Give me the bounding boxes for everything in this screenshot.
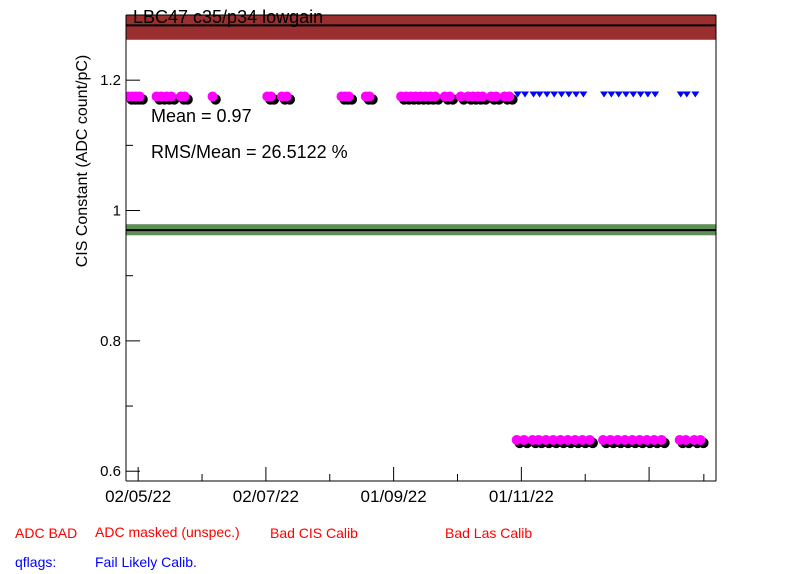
marker-1-3 [535,91,544,98]
mean-text: Mean = 0.97 [151,106,252,126]
point-0-48 [577,434,588,445]
point-0-52 [612,434,623,445]
y-tick-label-3: 1.2 [100,72,121,89]
point-0-40 [519,434,530,445]
marker-1-9 [579,91,588,98]
y-axis-label: CIS Constant (ADC count/pC) [74,55,91,268]
point-0-49 [584,434,595,445]
marker-1-18 [676,91,685,98]
marker-1-4 [542,91,551,98]
point-0-42 [533,434,544,445]
marker-1-7 [564,91,573,98]
y-tick-label-2: 1 [113,203,121,220]
marker-1-12 [614,91,623,98]
marker-1-2 [529,91,538,98]
point-0-3 [134,91,145,102]
y-tick-label-1: 0.8 [100,333,121,350]
point-0-45 [555,434,566,445]
y-tick-label-0: 0.6 [100,463,121,480]
point-0-55 [634,434,645,445]
point-0-44 [548,434,559,445]
marker-1-19 [682,91,691,98]
point-0-12 [265,91,276,102]
point-0-17 [343,91,354,102]
point-0-50 [598,434,609,445]
plot-area [126,15,716,449]
legend-adc-masked: ADC masked (unspec.) [95,524,240,540]
marker-1-5 [550,91,559,98]
marker-1-0 [513,91,522,98]
point-0-7 [166,91,177,102]
point-0-10 [207,91,218,102]
marker-1-10 [600,91,609,98]
point-0-30 [455,91,466,102]
marker-1-20 [691,91,700,98]
marker-1-16 [643,91,652,98]
legend-fail-likely-calib: Fail Likely Calib. [95,554,197,570]
marker-1-1 [521,91,530,98]
rms-mean-text: RMS/Mean = 26.5122 % [151,142,348,162]
point-0-9 [179,91,190,102]
marker-1-13 [621,91,630,98]
point-0-39 [511,434,522,445]
x-tick-label-1: 02/07/22 [233,487,299,506]
legend-bad-cis-calib: Bad CIS Calib [270,525,358,541]
point-0-19 [364,91,375,102]
point-0-47 [570,434,581,445]
x-tick-label-3: 01/11/22 [489,487,554,506]
point-0-38 [504,91,515,102]
point-0-53 [619,434,630,445]
point-0-43 [540,434,551,445]
marker-1-8 [572,91,581,98]
point-0-57 [649,434,660,445]
marker-1-14 [629,91,638,98]
point-0-58 [656,434,667,445]
upper-band [126,15,716,40]
legend-adc-bad: ADC BAD [15,525,78,541]
point-0-46 [562,434,573,445]
marker-1-6 [557,91,566,98]
legend-qflags: qflags: [15,554,57,570]
point-0-51 [605,434,616,445]
chart-title: LBC47 c35/p34 lowgain [133,7,323,27]
point-0-54 [627,434,638,445]
point-0-56 [641,434,652,445]
legend-bad-las-calib: Bad Las Calib [445,525,533,541]
x-tick-label-0: 02/05/22 [105,487,171,506]
marker-1-17 [651,91,660,98]
point-0-29 [444,91,455,102]
marker-1-11 [607,91,616,98]
point-0-34 [477,91,488,102]
point-0-36 [491,91,502,102]
x-tick-label-2: 01/09/22 [361,487,427,506]
point-0-60 [680,434,691,445]
point-0-62 [695,434,706,445]
point-0-14 [281,91,292,102]
point-0-27 [430,91,441,102]
marker-1-15 [636,91,645,98]
